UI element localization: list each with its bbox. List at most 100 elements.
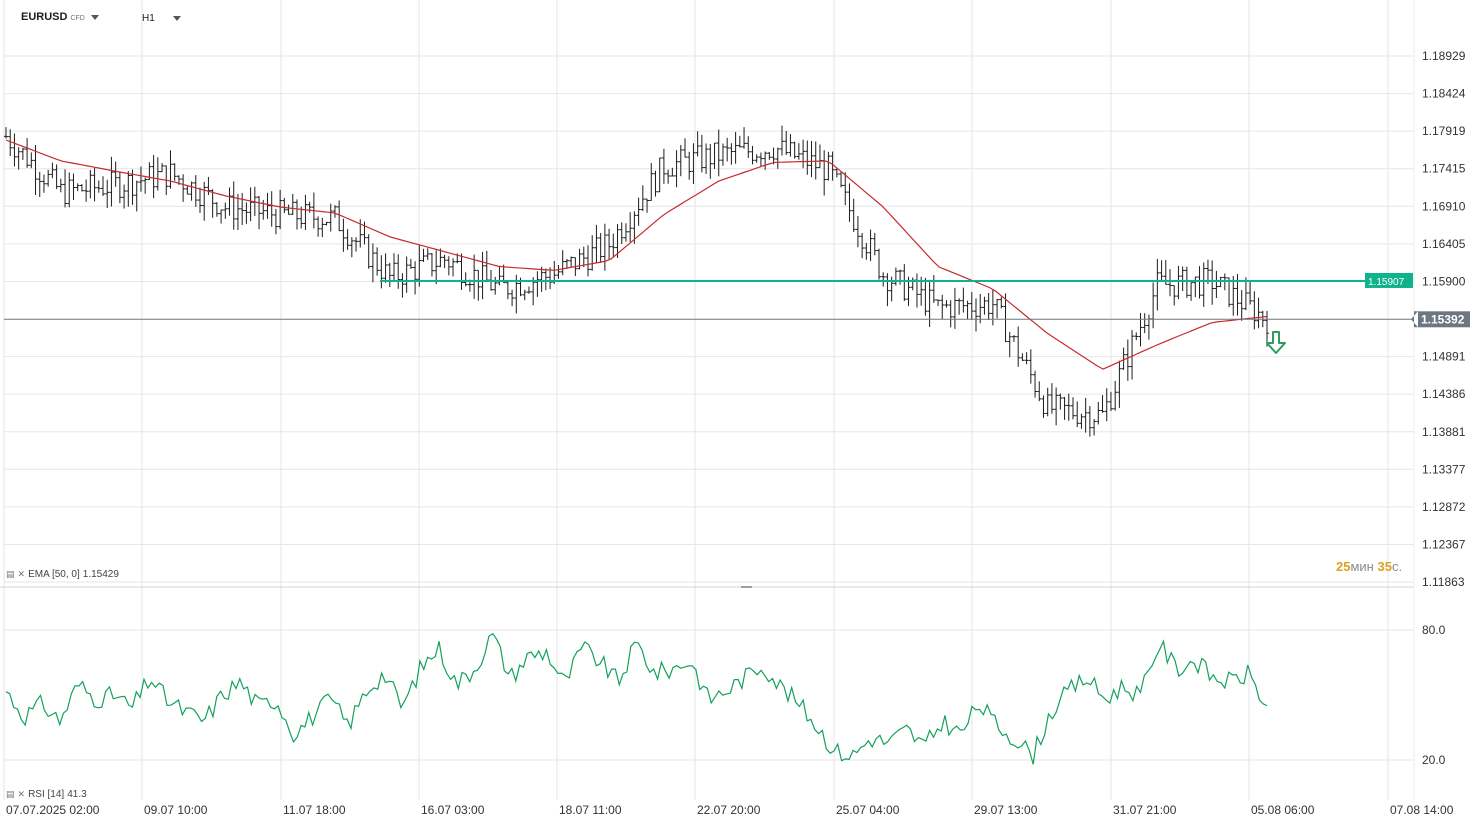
ohlc-bar <box>265 192 270 219</box>
ohlc-bar <box>446 256 451 276</box>
ohlc-bar <box>758 152 763 167</box>
ohlc-bar <box>590 235 595 271</box>
ohlc-bar <box>712 142 717 169</box>
ohlc-bar <box>1142 313 1147 334</box>
ohlc-bar <box>678 144 683 177</box>
ohlc-bar <box>1201 262 1206 307</box>
ohlc-bar <box>328 203 333 232</box>
ohlc-bar <box>556 264 561 279</box>
ema-label: EMA [50, 0] <box>28 569 80 580</box>
ohlc-bar <box>67 172 72 208</box>
symbol-selector[interactable]: EURUSD CFD <box>21 11 99 23</box>
time-tick-label: 29.07 13:00 <box>974 803 1038 817</box>
ohlc-bar <box>370 243 375 283</box>
ohlc-bar <box>46 169 51 187</box>
price-tick-label: 1.15900 <box>1422 274 1466 288</box>
ohlc-bar <box>881 272 886 287</box>
ohlc-bar <box>480 251 485 300</box>
ohlc-bar <box>855 215 860 248</box>
support-line-label: 1.15907 <box>1368 277 1405 288</box>
close-icon[interactable]: ✕ <box>17 789 26 799</box>
countdown-seconds: 35 <box>1377 559 1392 574</box>
symbol-label: EURUSD <box>21 11 68 23</box>
settings-icon[interactable]: ▤ <box>6 789 15 799</box>
ohlc-bar <box>936 299 941 306</box>
ohlc-bar <box>763 151 768 170</box>
ohlc-bar <box>501 264 506 284</box>
close-icon[interactable]: ✕ <box>17 569 26 579</box>
candle-countdown: 25мин 35с. <box>1336 559 1402 574</box>
ohlc-bar <box>235 193 240 231</box>
ohlc-bar <box>1024 352 1029 365</box>
rsi-legend[interactable]: ▤ ✕ RSI [14] 41.3 <box>6 789 87 800</box>
ohlc-bar <box>429 253 434 277</box>
ohlc-bar <box>535 271 540 297</box>
ohlc-bar <box>1243 277 1248 311</box>
ohlc-bar <box>295 199 299 230</box>
ohlc-bar <box>1020 353 1025 362</box>
ohlc-bar <box>332 205 337 218</box>
ohlc-bar <box>413 261 418 295</box>
ohlc-bar <box>337 200 342 232</box>
ohlc-bar <box>965 300 970 320</box>
time-tick-label: 22.07 20:00 <box>697 803 761 817</box>
ohlc-bar <box>1066 393 1071 421</box>
ohlc-bar <box>948 300 953 328</box>
ohlc-bar <box>674 150 679 188</box>
ohlc-bar <box>805 140 810 175</box>
ohlc-bar <box>41 174 46 193</box>
ohlc-bar <box>986 292 991 321</box>
ohlc-bar <box>434 250 439 285</box>
ohlc-bar <box>839 171 844 188</box>
ohlc-bar <box>944 300 949 308</box>
ohlc-bar <box>1003 293 1008 343</box>
ohlc-bar <box>1252 291 1257 330</box>
ohlc-bar <box>720 143 725 166</box>
ohlc-bar <box>71 173 76 200</box>
ohlc-bar <box>788 134 793 157</box>
ohlc-bar <box>872 232 877 256</box>
ohlc-bar <box>1045 387 1050 417</box>
ohlc-bar <box>830 151 835 181</box>
ohlc-bar <box>84 179 89 202</box>
ema-legend[interactable]: ▤ ✕ EMA [50, 0] 1.15429 <box>6 569 119 580</box>
countdown-minutes: 25 <box>1336 559 1351 574</box>
ohlc-bar <box>497 266 502 286</box>
ohlc-bar <box>995 299 1000 319</box>
ohlc-bar <box>775 147 780 169</box>
ohlc-bar <box>931 274 936 303</box>
ohlc-bar <box>20 147 25 160</box>
ohlc-bar <box>1092 418 1097 436</box>
ohlc-bar <box>1210 260 1215 305</box>
ohlc-bar <box>8 129 13 157</box>
ohlc-bar <box>817 144 822 169</box>
ohlc-bar <box>484 250 489 281</box>
ohlc-bar <box>1121 347 1126 370</box>
ohlc-bar <box>160 163 165 173</box>
ohlc-bar <box>181 174 186 202</box>
ohlc-bar <box>341 218 346 252</box>
ohlc-bar <box>206 176 211 195</box>
ohlc-bar <box>404 256 409 293</box>
timeframe-selector[interactable]: H1 <box>142 13 181 24</box>
ohlc-bar <box>607 228 612 260</box>
ohlc-bar <box>16 147 21 170</box>
ohlc-bar <box>130 169 135 205</box>
ohlc-bar <box>666 169 671 184</box>
ohlc-bar <box>1125 339 1130 381</box>
settings-icon[interactable]: ▤ <box>6 569 15 579</box>
ohlc-bar <box>50 162 55 179</box>
ohlc-bar <box>463 272 468 287</box>
ohlc-bar <box>25 138 30 168</box>
ohlc-bar <box>539 266 544 292</box>
ohlc-bar <box>619 222 624 245</box>
ohlc-bar <box>198 187 202 213</box>
ohlc-bar <box>303 194 308 230</box>
countdown-min-unit: мин <box>1350 559 1374 574</box>
time-tick-label: 11.07 18:00 <box>283 803 346 817</box>
price-tick-label: 1.11863 <box>1422 575 1465 589</box>
ohlc-bar <box>126 171 131 207</box>
ohlc-bar <box>122 184 127 209</box>
ohlc-bar <box>1227 277 1232 308</box>
